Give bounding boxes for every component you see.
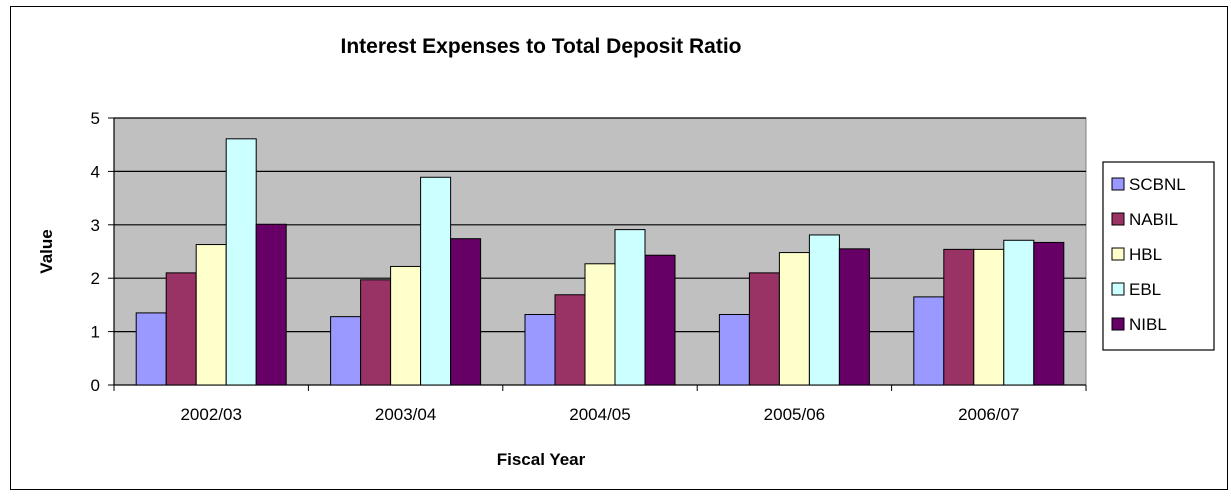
bar-nibl-2006-07 bbox=[1033, 241, 1065, 386]
y-tick-label: 0 bbox=[91, 376, 100, 395]
bar-nabil-2004-05 bbox=[554, 294, 586, 386]
bar-hbl-2004-05 bbox=[584, 263, 616, 386]
x-tick-label: 2004/05 bbox=[569, 405, 630, 424]
legend-label-nabil: NABIL bbox=[1129, 210, 1178, 229]
legend-swatch-nibl bbox=[1111, 317, 1125, 331]
legend-label-hbl: HBL bbox=[1129, 245, 1162, 264]
legend-label-nibl: NIBL bbox=[1129, 315, 1167, 334]
bar-scbnl-2003-04 bbox=[330, 316, 362, 386]
y-tick-label: 3 bbox=[91, 216, 100, 235]
plot-area: 0 1 2 3 4 5 2002/03 2003/04 2004/05 2005/06 2006/0… bbox=[91, 109, 1087, 424]
bar-nibl-2004-05 bbox=[644, 254, 676, 386]
bar-scbnl-2002-03 bbox=[135, 312, 167, 386]
bar-hbl-2003-04 bbox=[390, 265, 422, 386]
legend-label-scbnl: SCBNL bbox=[1129, 175, 1186, 194]
chart-svg: Interest Expenses to Total Deposit Ratio… bbox=[37, 35, 1215, 469]
bar-ebl-2005-06 bbox=[808, 234, 840, 386]
legend-swatch-hbl bbox=[1111, 247, 1125, 261]
bar-ebl-2004-05 bbox=[614, 229, 646, 386]
bar-nibl-2003-04 bbox=[450, 238, 482, 386]
bar-nabil-2005-06 bbox=[748, 272, 780, 386]
bar-hbl-2006-07 bbox=[973, 248, 1005, 386]
x-tick-label: 2003/04 bbox=[375, 405, 436, 424]
y-axis-title: Value bbox=[37, 229, 56, 273]
bar-hbl-2002-03 bbox=[195, 244, 227, 386]
x-tick-label: 2005/06 bbox=[764, 405, 825, 424]
x-axis-title: Fiscal Year bbox=[497, 450, 586, 469]
bar-ebl-2002-03 bbox=[225, 138, 257, 386]
chart-title: Interest Expenses to Total Deposit Ratio bbox=[340, 35, 741, 58]
x-tick-label: 2006/07 bbox=[958, 405, 1019, 424]
bar-hbl-2005-06 bbox=[778, 252, 810, 386]
y-tick-label: 4 bbox=[91, 162, 100, 181]
bar-nabil-2002-03 bbox=[165, 272, 197, 386]
y-tick-label: 1 bbox=[91, 323, 100, 342]
bar-scbnl-2005-06 bbox=[718, 314, 750, 386]
bar-nabil-2003-04 bbox=[360, 279, 392, 386]
legend-swatch-ebl bbox=[1111, 282, 1125, 296]
y-tick-label: 2 bbox=[91, 269, 100, 288]
bar-scbnl-2006-07 bbox=[913, 296, 945, 386]
bar-nibl-2005-06 bbox=[838, 248, 870, 386]
legend-swatch-nabil bbox=[1111, 212, 1125, 226]
x-tick-label: 2002/03 bbox=[180, 405, 241, 424]
bar-ebl-2003-04 bbox=[420, 176, 452, 386]
legend-label-ebl: EBL bbox=[1129, 280, 1161, 299]
legend: SCBNL NABIL HBL EBL NIBL bbox=[1102, 161, 1215, 351]
bar-ebl-2006-07 bbox=[1003, 239, 1035, 386]
bar-nibl-2002-03 bbox=[255, 223, 287, 386]
chart-area: Interest Expenses to Total Deposit Ratio… bbox=[10, 6, 1228, 490]
legend-swatch-scbnl bbox=[1111, 177, 1125, 191]
bar-scbnl-2004-05 bbox=[524, 314, 556, 386]
y-tick-label: 5 bbox=[91, 109, 100, 128]
bar-nabil-2006-07 bbox=[943, 248, 975, 386]
